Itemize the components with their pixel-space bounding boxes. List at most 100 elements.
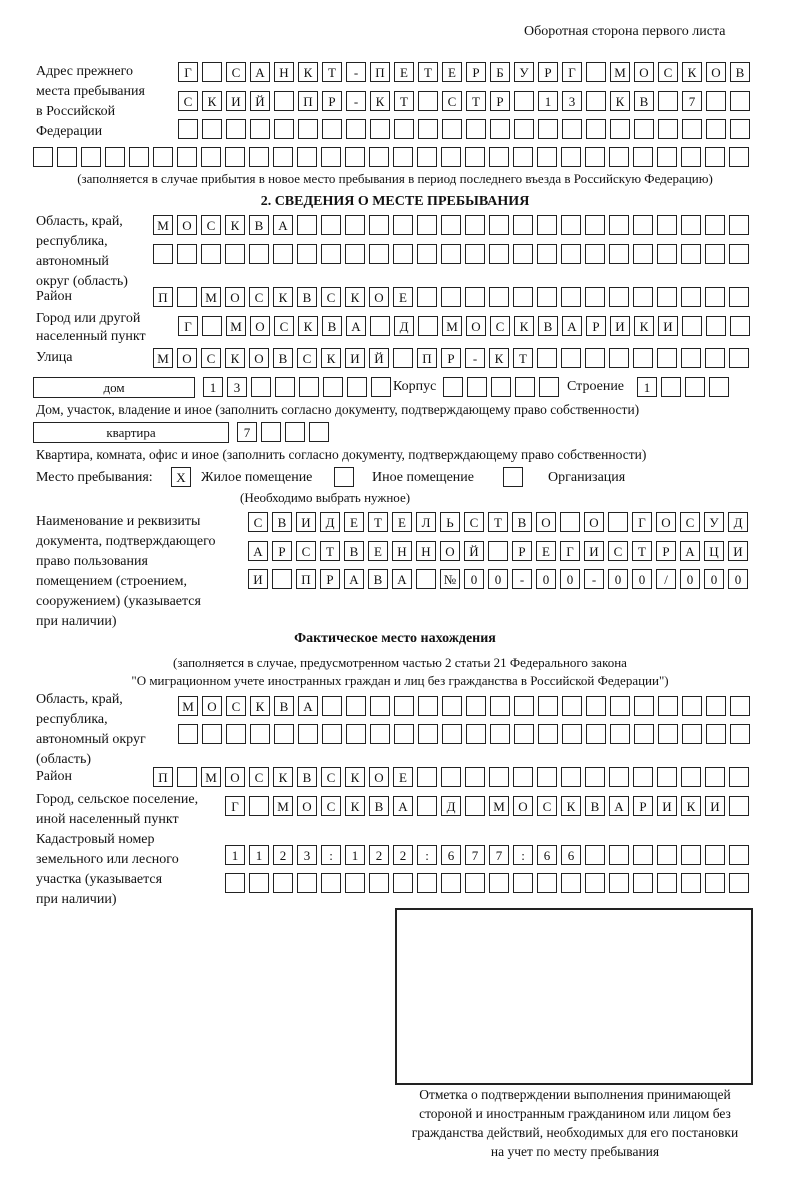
letter-cell[interactable]: А [248, 541, 268, 561]
letter-cell[interactable]: 6 [441, 845, 461, 865]
letter-cell[interactable]: Р [538, 62, 558, 82]
letter-cell[interactable]: 1 [249, 845, 269, 865]
letter-cell[interactable] [609, 147, 629, 167]
letter-cell[interactable] [465, 244, 485, 264]
letter-cell[interactable] [178, 119, 198, 139]
letter-cell[interactable] [513, 147, 533, 167]
letter-cell[interactable]: О [177, 348, 197, 368]
letter-cell[interactable] [369, 215, 389, 235]
letter-cell[interactable] [658, 91, 678, 111]
letter-cell[interactable]: Р [466, 62, 486, 82]
letter-cell[interactable] [633, 244, 653, 264]
letter-cell[interactable] [393, 348, 413, 368]
letter-cell[interactable]: А [609, 796, 629, 816]
letter-cell[interactable]: И [345, 348, 365, 368]
letter-cell[interactable]: К [225, 215, 245, 235]
letter-cell[interactable]: П [417, 348, 437, 368]
letter-cell[interactable]: К [202, 91, 222, 111]
letter-cell[interactable]: В [249, 215, 269, 235]
letter-cell[interactable] [441, 215, 461, 235]
letter-cell[interactable] [658, 119, 678, 139]
letter-cell[interactable] [706, 91, 726, 111]
letter-cell[interactable] [202, 119, 222, 139]
letter-cell[interactable] [347, 377, 367, 397]
letter-cell[interactable]: А [680, 541, 700, 561]
letter-cell[interactable]: С [249, 287, 269, 307]
letter-cell[interactable] [537, 767, 557, 787]
letter-cell[interactable] [705, 348, 725, 368]
letter-cell[interactable] [249, 873, 269, 893]
letter-cell[interactable] [129, 147, 149, 167]
letter-cell[interactable] [609, 873, 629, 893]
letter-cell[interactable] [705, 244, 725, 264]
letter-cell[interactable]: 7 [682, 91, 702, 111]
letter-cell[interactable]: К [345, 767, 365, 787]
letter-cell[interactable] [226, 724, 246, 744]
letter-cell[interactable]: О [177, 215, 197, 235]
letter-cell[interactable]: М [153, 348, 173, 368]
letter-cell[interactable] [418, 724, 438, 744]
stay-option-other-checkbox[interactable] [334, 467, 354, 487]
letter-cell[interactable]: 3 [297, 845, 317, 865]
letter-cell[interactable] [657, 845, 677, 865]
letter-cell[interactable]: Г [632, 512, 652, 532]
letter-cell[interactable] [634, 119, 654, 139]
letter-cell[interactable] [490, 119, 510, 139]
letter-cell[interactable] [514, 724, 534, 744]
letter-cell[interactable] [609, 215, 629, 235]
letter-cell[interactable] [537, 287, 557, 307]
letter-cell[interactable]: Р [320, 569, 340, 589]
letter-cell[interactable]: Т [418, 62, 438, 82]
letter-cell[interactable]: У [704, 512, 724, 532]
letter-cell[interactable] [393, 873, 413, 893]
letter-cell[interactable] [537, 244, 557, 264]
letter-cell[interactable]: У [514, 62, 534, 82]
letter-cell[interactable]: 0 [680, 569, 700, 589]
letter-cell[interactable] [685, 377, 705, 397]
letter-cell[interactable]: 0 [560, 569, 580, 589]
letter-cell[interactable] [729, 147, 749, 167]
letter-cell[interactable] [465, 873, 485, 893]
letter-cell[interactable]: С [296, 541, 316, 561]
letter-cell[interactable] [657, 215, 677, 235]
letter-cell[interactable]: : [417, 845, 437, 865]
letter-cell[interactable] [274, 91, 294, 111]
letter-cell[interactable]: 2 [393, 845, 413, 865]
letter-cell[interactable] [729, 287, 749, 307]
letter-cell[interactable]: В [273, 348, 293, 368]
letter-cell[interactable] [249, 147, 269, 167]
letter-cell[interactable] [322, 696, 342, 716]
letter-cell[interactable]: С [658, 62, 678, 82]
letter-cell[interactable]: О [369, 767, 389, 787]
letter-cell[interactable]: М [178, 696, 198, 716]
letter-cell[interactable]: А [393, 796, 413, 816]
letter-cell[interactable]: М [226, 316, 246, 336]
letter-cell[interactable]: Р [490, 91, 510, 111]
letter-cell[interactable]: О [706, 62, 726, 82]
letter-cell[interactable] [657, 147, 677, 167]
letter-cell[interactable]: Й [464, 541, 484, 561]
letter-cell[interactable] [33, 147, 53, 167]
letter-cell[interactable]: К [225, 348, 245, 368]
letter-cell[interactable] [661, 377, 681, 397]
letter-cell[interactable] [705, 845, 725, 865]
letter-cell[interactable]: К [298, 62, 318, 82]
letter-cell[interactable]: Й [369, 348, 389, 368]
letter-cell[interactable] [730, 696, 750, 716]
prev-address-row-4[interactable] [33, 147, 749, 167]
letter-cell[interactable] [634, 696, 654, 716]
letter-cell[interactable]: 1 [225, 845, 245, 865]
letter-cell[interactable] [321, 873, 341, 893]
letter-cell[interactable]: К [250, 696, 270, 716]
letter-cell[interactable]: О [249, 348, 269, 368]
letter-cell[interactable]: В [538, 316, 558, 336]
region-row-2[interactable] [153, 244, 749, 264]
letter-cell[interactable] [202, 316, 222, 336]
letter-cell[interactable] [201, 147, 221, 167]
letter-cell[interactable] [489, 244, 509, 264]
letter-cell[interactable] [274, 724, 294, 744]
letter-cell[interactable] [201, 244, 221, 264]
